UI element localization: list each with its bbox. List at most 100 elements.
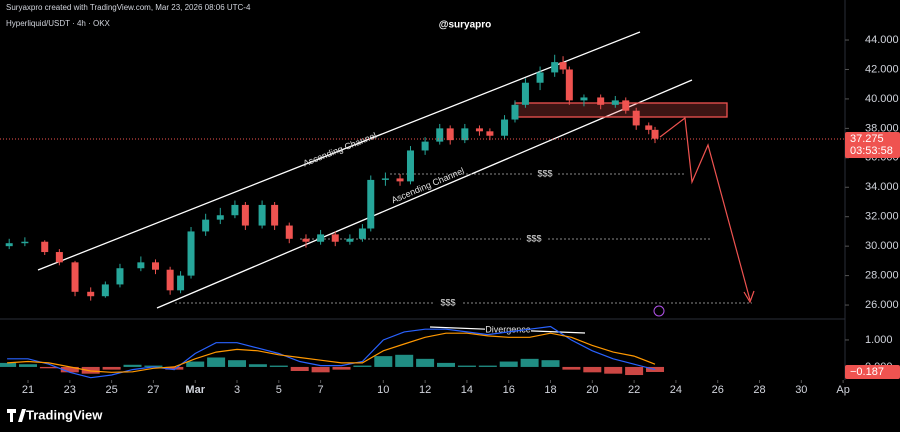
candle-body	[216, 215, 224, 220]
y-tick-label: 40.000	[865, 93, 899, 105]
x-tick-label: 18	[544, 384, 556, 396]
candle-body	[331, 234, 339, 242]
candle-body	[475, 128, 483, 132]
x-tick-label: 3	[234, 384, 240, 396]
candle-body	[461, 128, 469, 141]
candle-body	[381, 178, 389, 180]
candle-body	[346, 238, 354, 242]
candle-body	[285, 225, 293, 239]
histogram-bar	[144, 365, 163, 367]
watermark: @suryapro	[439, 20, 492, 31]
last-price-label: 37.275	[850, 133, 884, 145]
candle-body	[611, 100, 619, 105]
y-tick-label: 44.000	[865, 34, 899, 46]
histogram-bar	[604, 366, 623, 374]
candle-body	[317, 234, 325, 242]
x-tick-label: 12	[419, 384, 431, 396]
y-tick-label: 32.000	[865, 211, 899, 223]
symbol: Hyperliquid/USDT · 4h · OKX	[6, 19, 111, 28]
label-bg	[521, 233, 547, 244]
candle-body	[559, 62, 567, 70]
histogram-bar	[374, 356, 393, 367]
candle-body	[551, 62, 559, 73]
x-tick-label: 30	[795, 384, 807, 396]
indicator-line	[7, 325, 656, 379]
candle-body	[71, 262, 79, 292]
candle-body	[101, 284, 109, 297]
last-price-box	[845, 132, 900, 159]
projection-arrowhead	[743, 290, 755, 304]
histogram-bar	[60, 366, 79, 373]
candle-body	[5, 243, 13, 247]
last-value-label: −0.187	[850, 366, 884, 378]
y-tick-label: 34.000	[865, 181, 899, 193]
resistance-zone	[514, 102, 728, 118]
histogram-bar	[269, 365, 288, 367]
histogram-bar	[437, 362, 456, 367]
candle-body	[421, 141, 429, 151]
label-bg	[435, 297, 461, 308]
x-tick-label: 28	[753, 384, 765, 396]
histogram-bar	[562, 366, 581, 370]
candle-body	[231, 204, 239, 216]
label-bg	[532, 168, 558, 179]
candle-body	[271, 204, 279, 226]
x-tick-label: Ap	[836, 384, 849, 396]
histogram-bar	[499, 361, 518, 367]
channel-line	[156, 79, 693, 309]
candle-body	[396, 178, 404, 182]
candle-body	[21, 241, 29, 244]
x-tick-label: 14	[461, 384, 473, 396]
x-tick-label: 23	[64, 384, 76, 396]
histogram-bar	[165, 366, 184, 370]
annotation: $$$	[526, 233, 541, 243]
annotation: Divergence	[485, 324, 531, 334]
y-tick-label: 30.000	[865, 240, 899, 252]
candle-body	[645, 125, 653, 130]
candle-body	[651, 129, 659, 139]
annotation: $$$	[537, 168, 552, 178]
candle-body	[367, 179, 375, 229]
histogram-bar	[123, 364, 142, 367]
candle-body	[536, 72, 544, 83]
x-tick-label: 22	[628, 384, 640, 396]
logo-mark	[7, 409, 26, 422]
y-tick-label: 1.000	[865, 334, 893, 346]
candle-body	[501, 119, 509, 136]
histogram-bar	[0, 362, 17, 367]
candle-body	[41, 241, 49, 253]
y-tick-label: 38.000	[865, 122, 899, 134]
histogram-bar	[520, 358, 539, 367]
annotation: $$$	[440, 297, 455, 307]
candle-body	[597, 97, 605, 105]
histogram-bar	[353, 365, 372, 367]
x-tick-label: 26	[712, 384, 724, 396]
candle-body	[302, 238, 310, 242]
candle-body	[436, 128, 444, 142]
x-tick-label: 25	[105, 384, 117, 396]
x-tick-label: 21	[22, 384, 34, 396]
x-tick-label: 5	[276, 384, 282, 396]
brand-logo: TradingView	[7, 407, 103, 422]
candle-body	[580, 97, 588, 101]
histogram-bar	[207, 357, 226, 367]
candle-body	[511, 104, 519, 120]
event-icon	[653, 305, 665, 317]
histogram-bar	[81, 366, 100, 374]
brand: TradingView	[26, 407, 103, 422]
projection-path	[659, 116, 751, 301]
candle-body	[177, 275, 185, 291]
candle-body	[622, 100, 630, 111]
candle-body	[406, 150, 414, 182]
histogram-bar	[625, 366, 644, 376]
histogram-bar	[311, 366, 330, 373]
x-tick-label: 16	[503, 384, 515, 396]
candle-body	[521, 82, 529, 105]
histogram-bar	[541, 360, 560, 367]
label-bg	[485, 325, 531, 335]
indicator-line	[7, 332, 656, 373]
x-tick-label: 20	[586, 384, 598, 396]
histogram-bar	[228, 360, 247, 367]
